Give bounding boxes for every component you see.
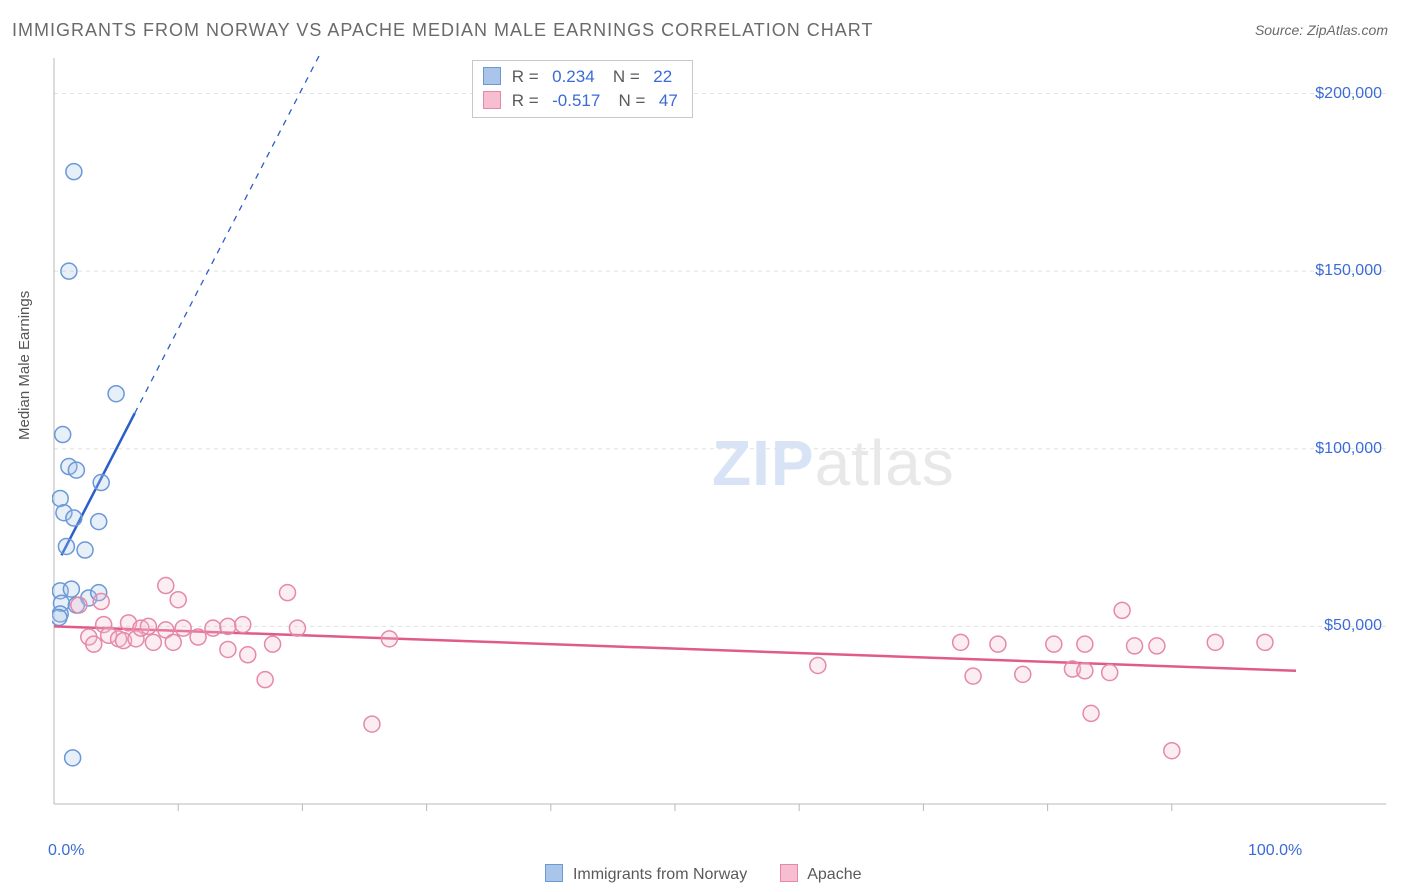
page-title: IMMIGRANTS FROM NORWAY VS APACHE MEDIAN … (12, 20, 873, 41)
x-tick-left: 0.0% (48, 842, 84, 860)
y-tick-label: $100,000 (1315, 440, 1382, 458)
legend-item-apache: Apache (780, 866, 862, 883)
chart-area: R = 0.234 N = 22 R = -0.517 N = 47 ZIPat… (52, 56, 1392, 836)
correlation-legend: R = 0.234 N = 22 R = -0.517 N = 47 (472, 60, 693, 118)
legend-item-norway: Immigrants from Norway (545, 866, 752, 883)
y-axis-label: Median Male Earnings (16, 291, 33, 440)
source-attribution: Source: ZipAtlas.com (1255, 22, 1388, 38)
r-value-apache: -0.517 (552, 91, 600, 110)
y-tick-label: $50,000 (1324, 617, 1382, 635)
y-tick-label: $200,000 (1315, 85, 1382, 103)
legend-row-apache: R = -0.517 N = 47 (483, 89, 682, 113)
scatter-chart (52, 56, 1392, 836)
legend-swatch-apache (483, 91, 501, 109)
r-value-norway: 0.234 (552, 67, 595, 86)
legend-swatch-apache-b (780, 864, 798, 882)
n-value-apache: 47 (659, 91, 678, 110)
x-tick-right: 100.0% (1248, 842, 1302, 860)
series-legend: Immigrants from Norway Apache (0, 864, 1406, 884)
legend-swatch-norway-b (545, 864, 563, 882)
legend-row-norway: R = 0.234 N = 22 (483, 65, 682, 89)
y-tick-label: $150,000 (1315, 262, 1382, 280)
legend-swatch-norway (483, 67, 501, 85)
n-value-norway: 22 (653, 67, 672, 86)
